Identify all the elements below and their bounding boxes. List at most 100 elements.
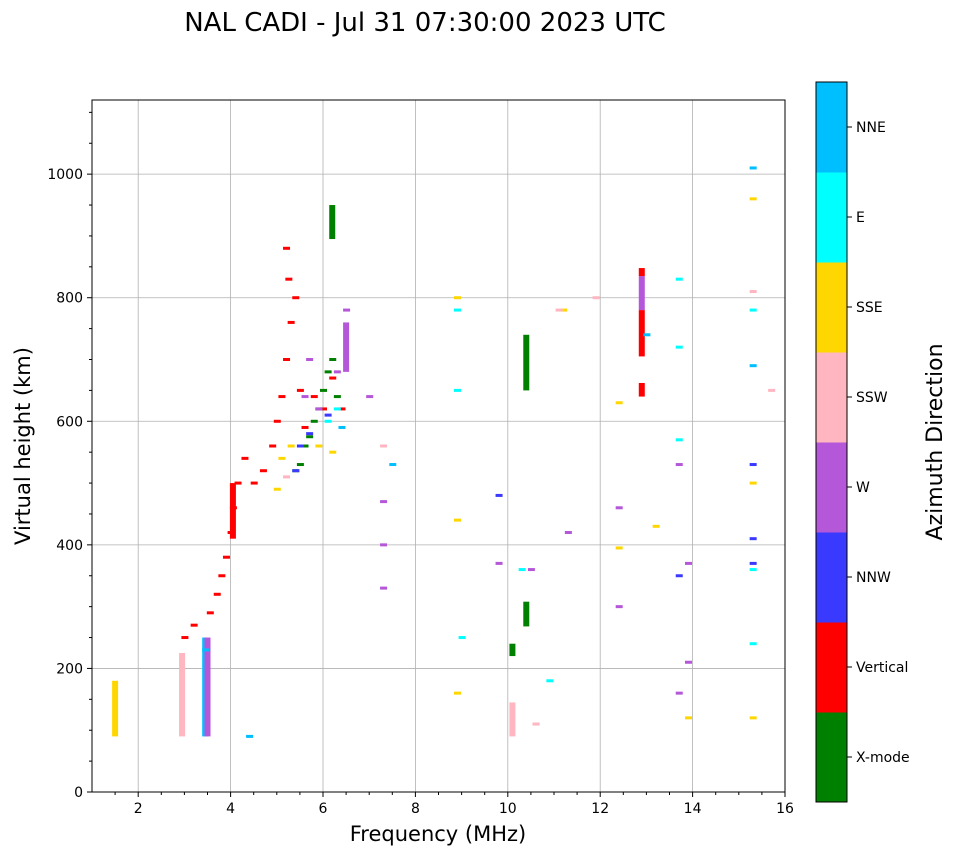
echo-mark [324,413,332,417]
x-tick-label: 6 [319,801,328,817]
echo-mark [458,636,466,640]
echo-mark [643,333,651,337]
echo-column [112,680,119,737]
echo-mark [273,487,281,491]
echo-column [638,276,645,311]
echo-column [509,643,516,657]
echo-column [204,637,211,737]
echo-column [329,205,336,240]
echo-mark [250,481,258,485]
echo-column [523,334,530,391]
echo-mark [292,469,300,473]
echo-mark [324,370,332,374]
echo-mark [546,679,554,683]
plot-grid [92,100,786,793]
echo-mark [749,537,757,541]
echo-mark [206,611,214,615]
echo-mark [564,531,572,534]
echo-mark [749,561,757,565]
echo-mark [453,296,461,300]
x-tick-label: 8 [411,801,420,817]
echo-mark [213,592,221,596]
x-tick-label: 14 [684,801,702,817]
y-tick-label: 1000 [47,167,83,183]
echo-mark [518,568,526,572]
echo-column [179,652,186,737]
echo-mark [218,574,226,578]
echo-mark [495,493,503,497]
colorbar-tick-label: E [856,210,865,226]
echo-mark [315,407,323,411]
colorbar-segment [816,82,847,173]
echo-mark [749,166,757,170]
echo-column [509,702,516,737]
echo-mark [285,277,293,281]
colorbar-tick-label: X-mode [856,750,910,766]
echo-mark [380,543,388,547]
echo-mark [675,691,683,695]
echo-mark [310,395,318,399]
echo-mark [338,407,346,411]
y-tick-label: 0 [74,785,83,801]
echo-column [229,483,236,539]
y-tick-label: 800 [56,291,83,307]
echo-mark [380,500,388,504]
x-tick-label: 4 [226,801,235,817]
echo-mark [329,376,337,380]
echo-mark [749,642,757,646]
echo-mark [222,555,230,559]
echo-mark [749,481,757,485]
x-tick-label: 10 [499,801,517,817]
x-tick-label: 2 [134,801,143,817]
azimuth-colorbar: X-mode Vertical NNW W SSW SSE E NNE [815,81,910,803]
echo-column [638,382,645,397]
echo-mark [592,296,600,300]
echo-mark [749,463,757,467]
echo-mark [749,364,757,368]
echo-mark [283,358,291,361]
colorbar-tick-label: SSW [856,390,888,406]
echo-mark [306,358,314,361]
echo-column [638,310,645,357]
echo-mark [615,605,623,609]
echo-mark [227,531,235,534]
plot-marks [112,166,776,738]
y-axis-ticks: 0 200 400 600 800 1000 [47,111,92,801]
colorbar-tick-label: Vertical [856,660,908,676]
echo-mark [246,734,254,738]
echo-mark [333,407,341,411]
echo-mark [768,388,776,392]
echo-mark [389,463,397,467]
echo-mark [181,636,189,640]
echo-mark [287,444,295,448]
colorbar-segment [816,352,847,443]
echo-mark [278,395,286,399]
echo-mark [292,296,300,300]
x-tick-label: 12 [591,801,609,817]
echo-mark [301,425,309,429]
echo-mark [320,407,327,411]
echo-mark [283,475,291,479]
x-axis-ticks: 2 4 6 8 10 12 14 16 [114,792,794,817]
echo-mark [324,419,332,423]
echo-mark [495,561,503,565]
y-axis-label: Virtual height (km) [11,347,35,545]
colorbar-segment [816,172,847,263]
echo-mark [555,308,563,312]
echo-mark [283,246,291,250]
echo-mark [615,401,623,405]
echo-mark [306,432,314,436]
echo-mark [320,388,327,392]
echo-mark [532,722,540,726]
echo-mark [296,444,304,448]
echo-mark [453,308,461,312]
echo-mark [306,435,314,439]
echo-mark [749,197,757,201]
echo-mark [453,518,461,522]
echo-column [523,601,530,627]
echo-mark [329,450,337,454]
echo-mark [315,444,323,448]
echo-mark [333,370,341,374]
echo-mark [749,716,757,720]
echo-mark [329,358,337,361]
